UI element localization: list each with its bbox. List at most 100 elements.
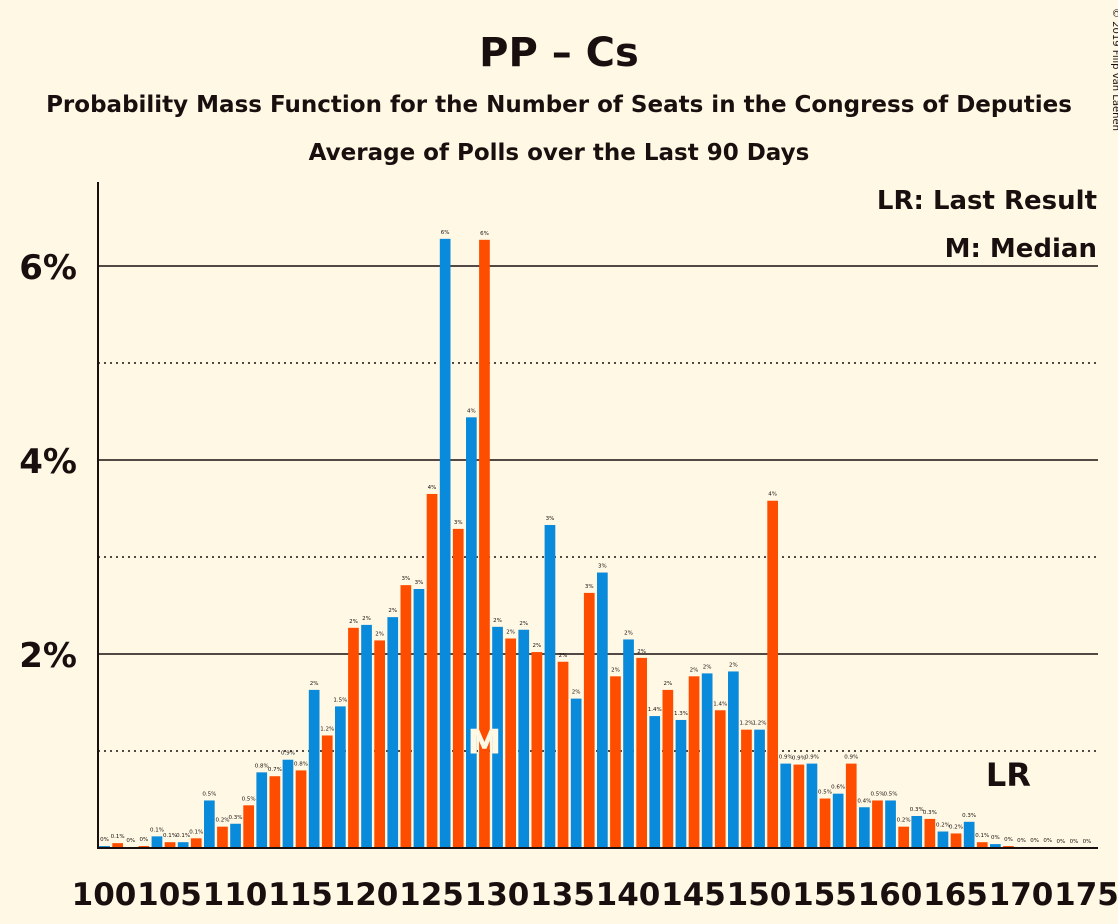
bar-seat-115 [295,770,307,848]
bar-seat-107 [190,838,202,848]
bar-value-label: 4% [428,485,437,491]
bar-value-label: 2% [559,653,568,659]
bar-seat-131 [505,638,516,848]
x-tick-label: 125 [399,877,464,913]
bar-value-label: 0% [1070,839,1079,845]
bar-seat-114 [282,759,294,848]
bar-seat-138 [597,572,608,848]
bar-seat-112 [256,772,268,848]
bar-value-label: 0.5% [870,791,884,797]
x-tick-label: 160 [858,877,923,913]
bar-seat-160 [885,800,896,848]
bar-seat-162 [911,815,923,848]
bar-value-label: 0.3% [229,815,243,821]
bar-value-label: 2% [624,630,633,636]
bar-value-label: 3% [401,576,410,582]
bar-seat-143 [662,689,674,848]
bar-value-label: 0.2% [949,824,963,830]
x-tick-label: 170 [989,877,1054,913]
legend-last-result: LR: Last Result [877,186,1097,216]
bar-seat-129 [479,239,490,848]
bar-seat-116 [308,689,320,848]
bar-seat-105 [164,842,176,848]
bar-seat-154 [806,763,818,848]
bar-seat-113 [269,776,281,848]
bar-value-label: 2% [349,619,358,625]
x-tick-label: 120 [334,877,399,913]
bar-value-label: 0.9% [792,756,806,762]
bar-value-label: 0.1% [150,827,164,833]
x-tick-label: 175 [1054,877,1118,913]
y-tick-labels: 2% 4% 6% [19,248,77,676]
bar-value-label: 0% [1030,838,1039,844]
x-tick-label: 145 [661,877,726,913]
x-tick-label: 135 [530,877,595,913]
x-tick-label: 115 [268,877,333,913]
bar-seat-134 [544,524,556,848]
bar-value-label: 0.5% [242,796,256,802]
bar-value-label: 0.9% [281,751,295,757]
bar-seat-117 [321,735,333,848]
bar-value-label: 1.3% [674,711,688,717]
bar-seat-147 [714,710,726,848]
bar-seat-166 [963,821,975,848]
bar-seat-158 [859,807,870,848]
bar-value-label: 0.9% [844,755,858,761]
bar-seat-156 [832,793,844,848]
bar-seat-110 [230,823,241,848]
bar-value-label: 0.1% [176,833,190,839]
bar-seat-149 [741,729,752,848]
bar-value-label: 0.4% [857,798,871,804]
last-result-marker: LR [986,756,1031,794]
bar-value-label: 1.2% [739,721,753,727]
bar-seat-126 [439,238,451,849]
bar-seat-167 [976,842,988,848]
legend-median: M: Median [945,234,1097,264]
x-tick-label: 140 [596,877,661,913]
bar-value-label: 0.9% [805,755,819,761]
bar-value-label: 0% [1017,838,1026,844]
bar-value-label: 1.5% [333,697,347,703]
bar-value-label: 2% [388,608,397,614]
bar-seat-144 [675,719,687,848]
bar-seat-141 [636,657,647,848]
bar-value-label: 0.3% [923,810,937,816]
bar-seat-109 [217,826,228,848]
bar-seat-148 [728,671,739,848]
bar-value-label: 0.2% [897,818,911,824]
bar-value-label: 1.4% [648,707,662,713]
bar-seat-139 [610,676,621,848]
bars [99,238,1054,849]
bar-value-label: 0.5% [818,790,832,796]
bar-value-label: 0.1% [975,833,989,839]
bar-seat-122 [387,617,399,848]
median-marker: M [467,722,501,762]
bar-value-label: 1.2% [320,726,334,732]
bar-value-label: 0.1% [163,833,177,839]
bar-seat-135 [557,661,569,848]
bar-value-label: 2% [611,667,620,673]
bar-value-label: 0% [1043,838,1052,844]
bar-value-label: 0.1% [111,834,125,840]
y-tick-label: 6% [19,248,77,288]
bar-value-label: 3% [454,520,463,526]
bar-value-label: 2% [690,667,699,673]
y-tick-label: 2% [19,636,77,676]
x-tick-labels: 100 105 110 115 120 125 130 135 140 145 150 155 160 1… [72,877,1118,913]
bar-seat-159 [872,800,883,848]
chart-subtitle: Probability Mass Function for the Number… [46,92,1072,118]
bar-value-label: 0% [1004,837,1013,843]
bar-value-label: 4% [467,408,476,414]
bar-seat-123 [400,585,412,848]
bar-value-label: 0.9% [779,755,793,761]
chart-title: PP – Cs [479,30,639,76]
bar-value-label: 0.7% [268,767,282,773]
bar-seat-108 [204,800,215,848]
bar-value-label: 0% [126,838,135,844]
bar-seat-137 [583,592,595,848]
x-tick-label: 100 [72,877,137,913]
bar-value-label: 0% [991,835,1000,841]
bar-value-label: 0.8% [255,763,269,769]
bar-seat-140 [623,639,634,848]
